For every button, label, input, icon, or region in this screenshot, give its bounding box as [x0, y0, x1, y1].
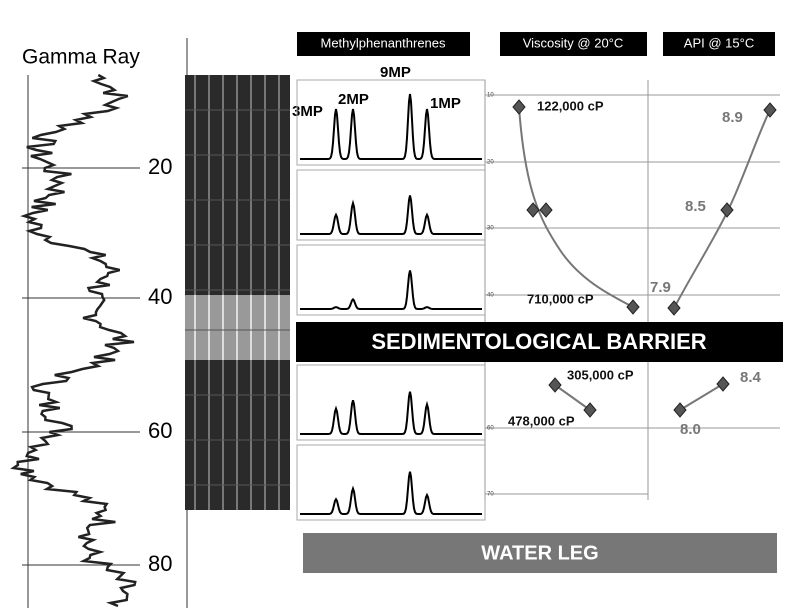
axis-label: 10: [487, 93, 494, 99]
axis-label: 60: [487, 426, 494, 432]
depth-label: 80: [148, 551, 172, 576]
peak-label: 2MP: [338, 91, 369, 108]
axis-label: 70: [487, 492, 494, 498]
viscosity-axis-labels: 10 20 30 40 60 70: [487, 93, 494, 498]
plot-grid: [484, 80, 780, 500]
header-box: [297, 32, 470, 56]
chromatogram-box: [296, 169, 486, 241]
peak-label: 9MP: [380, 64, 411, 81]
axis-label: 30: [487, 226, 494, 232]
gamma-title: Gamma Ray: [22, 46, 140, 69]
chromatogram-trace: [300, 471, 482, 515]
depth-label: 20: [148, 154, 172, 179]
viscosity-label: 478,000 cP: [508, 413, 575, 428]
api-label: 7.9: [650, 279, 671, 296]
chromatogram-box: [296, 444, 486, 521]
chromatogram-box: [296, 244, 486, 316]
depth-labels: 20 40 60 80: [148, 154, 172, 576]
header-box: [663, 32, 775, 56]
water-leg-text: WATER LEG: [481, 542, 598, 564]
depth-label: 60: [148, 418, 172, 443]
header: Viscosity @ 20°C: [523, 35, 624, 50]
barrier-text: SEDIMENTOLOGICAL BARRIER: [371, 329, 706, 354]
api-label: 8.4: [740, 369, 762, 386]
chromatogram-box: [296, 79, 486, 166]
header: Methylphenanthrenes: [320, 35, 446, 50]
axis-label: 20: [487, 160, 494, 166]
chromatogram-trace: [300, 195, 482, 235]
chromatogram-box: [296, 364, 486, 441]
points: [512, 99, 777, 418]
barrier-bar: [296, 322, 783, 362]
viscosity-label: 122,000 cP: [537, 98, 604, 113]
chromatograms: [296, 79, 486, 521]
peak-labels: 3MP 2MP 9MP 1MP: [292, 64, 461, 120]
depth-lines: [22, 167, 140, 566]
viscosity-label: 710,000 cP: [527, 291, 594, 306]
header: API @ 15°C: [684, 35, 754, 50]
water-leg-bar: [303, 533, 777, 573]
trend-curves: [518, 106, 771, 411]
viscosity-label: 305,000 cP: [567, 367, 634, 382]
core-photos: [185, 75, 290, 510]
axis-label: 40: [487, 293, 494, 299]
chromatogram-trace: [300, 391, 482, 435]
depth-label: 40: [148, 284, 172, 309]
api-label: 8.0: [680, 421, 701, 438]
header-box: [500, 32, 647, 56]
api-label: 8.5: [685, 198, 706, 215]
chromatogram-trace: [300, 270, 482, 310]
gamma-curve: [10, 73, 137, 608]
chromatogram-trace: [300, 93, 482, 160]
peak-label: 3MP: [292, 103, 323, 120]
api-label: 8.9: [722, 109, 743, 126]
peak-label: 1MP: [430, 95, 461, 112]
